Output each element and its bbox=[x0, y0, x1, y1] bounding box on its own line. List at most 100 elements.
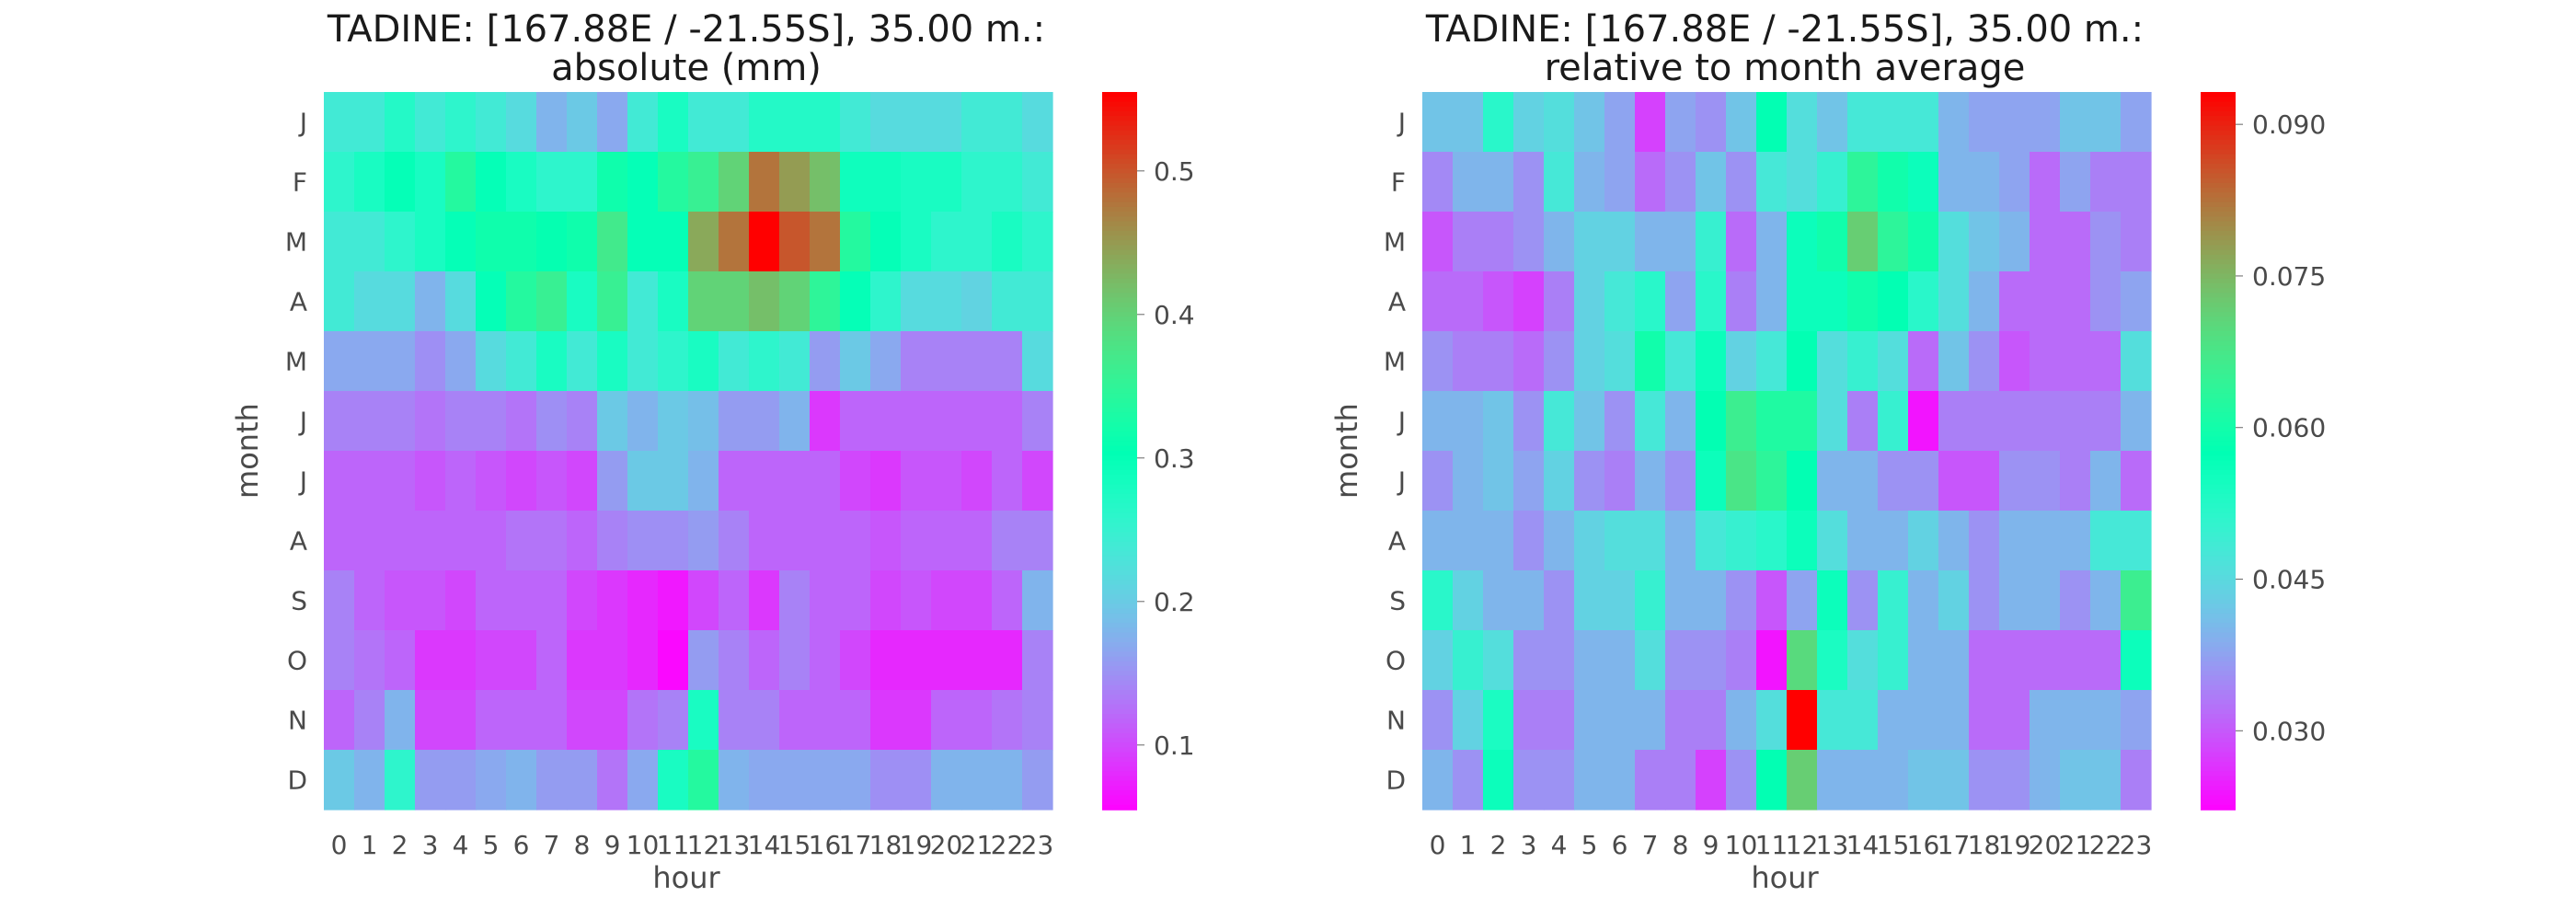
y-tick-label: J bbox=[1397, 466, 1406, 497]
heatmap-cell bbox=[1022, 511, 1053, 571]
heatmap-cell bbox=[992, 152, 1023, 213]
heatmap-cell bbox=[1878, 331, 1909, 392]
colorbar-segment bbox=[2201, 455, 2236, 462]
heatmap-cell bbox=[2030, 92, 2061, 153]
colorbar-segment bbox=[2201, 780, 2236, 787]
colorbar-segment bbox=[2201, 690, 2236, 696]
colorbar-segment bbox=[1102, 201, 1137, 208]
colorbar-segment bbox=[2201, 489, 2236, 495]
heatmap-cell bbox=[1878, 570, 1909, 631]
heatmap-cell bbox=[658, 511, 689, 571]
x-tick-label: 1 bbox=[1460, 830, 1477, 860]
heatmap-cell bbox=[749, 451, 780, 512]
heatmap-cell bbox=[810, 92, 841, 153]
heatmap-cell bbox=[779, 630, 811, 691]
heatmap-cell bbox=[506, 690, 537, 751]
heatmap-cell bbox=[1574, 750, 1605, 811]
heatmap-cell bbox=[1453, 750, 1484, 811]
heatmap-cell bbox=[506, 271, 537, 332]
heatmap-cell bbox=[658, 570, 689, 631]
chart-title-line2: absolute (mm) bbox=[551, 47, 822, 89]
colorbar-segment bbox=[1102, 369, 1137, 375]
colorbar-segment bbox=[2201, 178, 2236, 184]
colorbar-segment bbox=[2201, 551, 2236, 558]
heatmap-cell bbox=[597, 451, 628, 512]
heatmap-cell bbox=[749, 630, 780, 691]
colorbar-segment bbox=[2201, 503, 2236, 510]
heatmap-cell bbox=[749, 511, 780, 571]
y-tick-label: M bbox=[285, 227, 307, 258]
heatmap-cell bbox=[1787, 511, 1818, 571]
heatmap-cell bbox=[688, 391, 719, 452]
heatmap-cell bbox=[1483, 570, 1514, 631]
heatmap-cell bbox=[992, 92, 1023, 153]
colorbar-segment bbox=[2201, 427, 2236, 432]
heatmap-cell bbox=[1422, 212, 1454, 272]
heatmap-cell bbox=[354, 152, 385, 213]
colorbar-segment bbox=[1102, 259, 1137, 265]
x-tick-label: 0 bbox=[1430, 830, 1446, 860]
heatmap-cell bbox=[1665, 331, 1696, 392]
heatmap-cell bbox=[567, 391, 598, 452]
heatmap-cell bbox=[567, 511, 598, 571]
colorbar-segment bbox=[1102, 493, 1137, 500]
heatmap-cell bbox=[2121, 391, 2152, 452]
colorbar-segment bbox=[2201, 594, 2236, 600]
heatmap-cell bbox=[961, 451, 993, 512]
colorbar-segment bbox=[2201, 388, 2236, 395]
heatmap-cell bbox=[961, 690, 993, 751]
heatmap-cell bbox=[901, 92, 932, 153]
colorbar-segment bbox=[2201, 451, 2236, 456]
heatmap-cell bbox=[931, 331, 962, 392]
heatmap-cell bbox=[688, 152, 719, 213]
colorbar-segment bbox=[2201, 684, 2236, 691]
colorbar-segment bbox=[1102, 699, 1137, 706]
heatmap-cell bbox=[476, 630, 507, 691]
colorbar-tick-label: 0.045 bbox=[2252, 565, 2326, 595]
heatmap-cell bbox=[1574, 570, 1605, 631]
x-tick-label: 13 bbox=[718, 830, 751, 860]
heatmap-cell bbox=[901, 152, 932, 213]
colorbar-segment bbox=[2201, 316, 2236, 323]
heatmap-cell bbox=[1999, 212, 2030, 272]
heatmap-cell bbox=[1483, 92, 1514, 153]
heatmap-cell bbox=[1756, 331, 1788, 392]
x-tick-label: 14 bbox=[1846, 830, 1880, 860]
colorbar-segment bbox=[2201, 565, 2236, 571]
x-tick-label: 21 bbox=[2059, 830, 2092, 860]
colorbar-segment bbox=[1102, 355, 1137, 361]
colorbar-segment bbox=[1102, 431, 1137, 438]
heatmap-cell bbox=[1453, 271, 1484, 332]
heatmap-cell bbox=[476, 391, 507, 452]
heatmap-cell bbox=[1513, 690, 1545, 751]
colorbar-segment bbox=[1102, 804, 1137, 811]
y-tick-label: N bbox=[1386, 706, 1406, 736]
colorbar-segment bbox=[2201, 599, 2236, 605]
heatmap-cell bbox=[1787, 690, 1818, 751]
heatmap-cell bbox=[2090, 331, 2122, 392]
heatmap-cell bbox=[536, 630, 568, 691]
colorbar-segment bbox=[2201, 714, 2236, 719]
heatmap-cell bbox=[506, 511, 537, 571]
x-tick-label: 16 bbox=[809, 830, 842, 860]
heatmap-cell bbox=[2030, 451, 2061, 512]
heatmap-cell bbox=[749, 152, 780, 213]
heatmap-cell bbox=[1847, 570, 1879, 631]
colorbar-segment bbox=[2201, 666, 2236, 672]
heatmap-cell bbox=[901, 391, 932, 452]
colorbar-segment bbox=[2201, 408, 2236, 414]
heatmap-cell bbox=[445, 391, 477, 452]
heatmap-cell bbox=[1756, 152, 1788, 213]
heatmap-cell bbox=[688, 690, 719, 751]
heatmap-cell bbox=[1544, 331, 1575, 392]
heatmap-cell bbox=[1665, 630, 1696, 691]
heatmap-cell bbox=[1665, 750, 1696, 811]
heatmap-cell bbox=[1756, 511, 1788, 571]
heatmap-cell bbox=[567, 271, 598, 332]
heatmap-cell bbox=[1817, 152, 1848, 213]
heatmap-cell bbox=[870, 451, 902, 512]
heatmap-cell bbox=[597, 570, 628, 631]
colorbar-segment bbox=[1102, 412, 1137, 419]
heatmap-cell bbox=[2090, 511, 2122, 571]
colorbar-segment bbox=[1102, 374, 1137, 380]
